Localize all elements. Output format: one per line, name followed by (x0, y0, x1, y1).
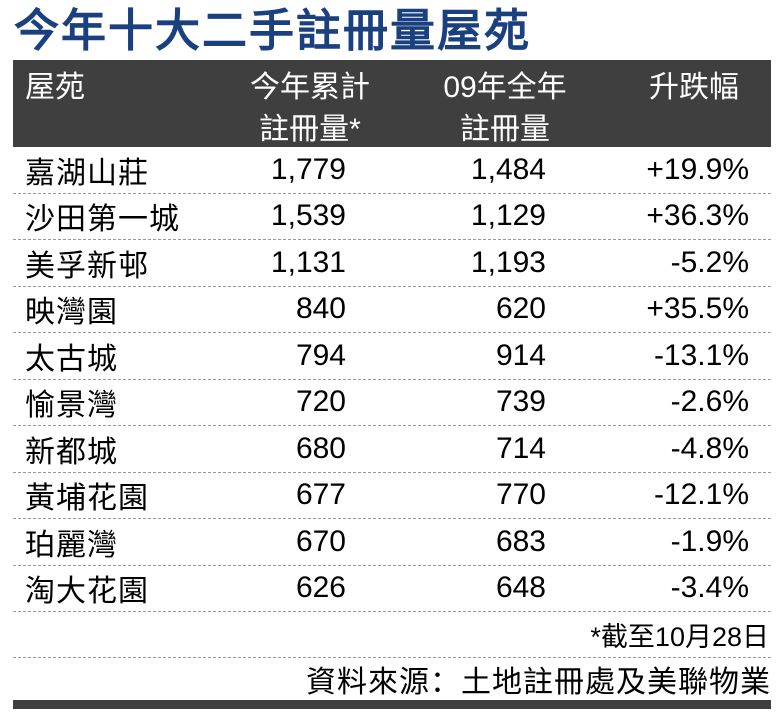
full09-value: 648 (495, 571, 546, 605)
full09-value: 1,484 (470, 152, 546, 186)
estate-name: 美孚新邨 (25, 249, 149, 283)
estate-name: 新都城 (25, 435, 118, 469)
change-value: +19.9% (646, 152, 749, 186)
table-row: 太古城 794 914 -13.1% (13, 333, 771, 380)
change-value: -3.4% (670, 571, 749, 605)
full09-value: 1,193 (470, 245, 546, 279)
full09-value: 914 (495, 338, 546, 372)
ytd-value: 626 (295, 571, 346, 605)
table-row: 愉景灣 720 739 -2.6% (13, 380, 771, 426)
ytd-value: 720 (295, 385, 346, 419)
estate-name: 映灣園 (25, 296, 118, 330)
page-title: 今年十大二手註冊量屋苑 (14, 5, 532, 56)
estate-name: 沙田第一城 (25, 203, 180, 237)
ytd-value: 1,539 (270, 199, 346, 233)
table-row: 淘大花園 626 648 -3.4% (13, 566, 771, 612)
table-row: 珀麗灣 670 683 -1.9% (13, 519, 771, 566)
estate-name: 太古城 (25, 342, 118, 376)
bottom-rule-bar (13, 700, 771, 709)
estate-name: 黃埔花園 (25, 482, 149, 516)
change-value: -13.1% (653, 338, 749, 372)
estate-name: 嘉湖山莊 (25, 156, 149, 190)
change-value: -12.1% (653, 478, 749, 512)
estate-name: 珀麗灣 (25, 528, 118, 562)
table-header-row: 屋苑 今年累計 註冊量* 09年全年 註冊量 升跌幅 (13, 60, 771, 147)
ytd-value: 677 (295, 478, 346, 512)
table-row: 映灣園 840 620 +35.5% (13, 287, 771, 333)
full09-value: 770 (495, 478, 546, 512)
full09-value: 739 (495, 385, 546, 419)
source-text: 資料來源：土地註冊處及美聯物業 (306, 666, 771, 699)
column-header-2009-registrations: 09年全年 註冊量 (443, 71, 567, 146)
change-value: +35.5% (646, 292, 749, 326)
footnote-text: *截至10月28日 (590, 622, 769, 652)
ytd-value: 1,779 (270, 152, 346, 186)
table-row: 沙田第一城 1,539 1,129 +36.3% (13, 194, 771, 240)
data-source: 資料來源：土地註冊處及美聯物業 (13, 658, 771, 700)
full09-value: 620 (495, 292, 546, 326)
change-value: -2.6% (670, 385, 749, 419)
change-value: +36.3% (646, 199, 749, 233)
ytd-value: 1,131 (270, 245, 346, 279)
column-header-change: 升跌幅 (649, 71, 739, 104)
estate-registration-table: 屋苑 今年累計 註冊量* 09年全年 註冊量 升跌幅 嘉湖山莊 1,779 1,… (13, 60, 771, 709)
estate-name: 愉景灣 (25, 389, 118, 423)
table-row: 嘉湖山莊 1,779 1,484 +19.9% (13, 147, 771, 194)
estate-name: 淘大花園 (25, 575, 149, 609)
change-value: -5.2% (670, 245, 749, 279)
column-header-ytd-registrations: 今年累計 註冊量* (250, 71, 370, 146)
full09-value: 714 (495, 431, 546, 465)
ytd-value: 794 (295, 338, 346, 372)
change-value: -1.9% (670, 524, 749, 558)
full09-value: 1,129 (470, 199, 546, 233)
table-row: 新都城 680 714 -4.8% (13, 426, 771, 473)
ytd-value: 680 (295, 431, 346, 465)
ytd-value: 670 (295, 524, 346, 558)
column-header-estate: 屋苑 (25, 71, 85, 104)
full09-value: 683 (495, 524, 546, 558)
footnote: *截至10月28日 (13, 612, 771, 658)
table-row: 美孚新邨 1,131 1,193 -5.2% (13, 240, 771, 287)
change-value: -4.8% (670, 431, 749, 465)
ytd-value: 840 (295, 292, 346, 326)
table-row: 黃埔花園 677 770 -12.1% (13, 473, 771, 519)
